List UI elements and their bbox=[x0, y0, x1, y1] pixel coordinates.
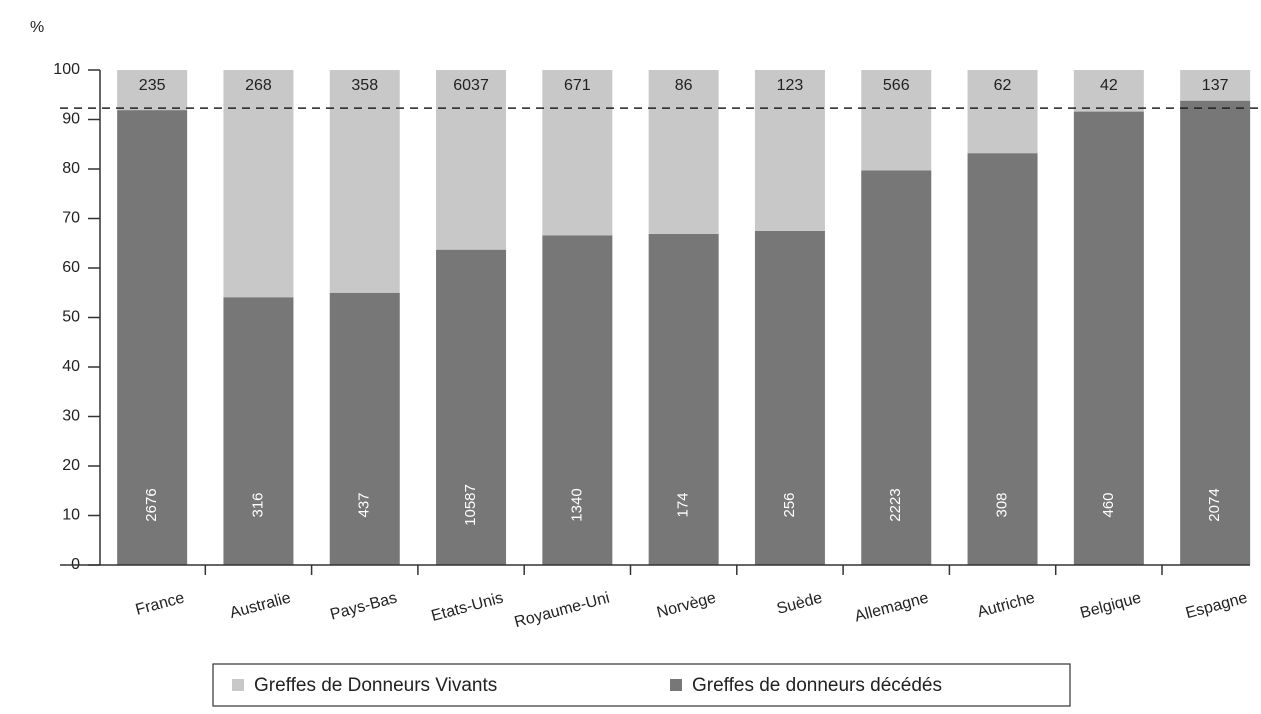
bar-segment bbox=[223, 297, 294, 565]
bar-segment bbox=[117, 70, 188, 111]
x-tick-label: Espagne bbox=[1184, 589, 1250, 622]
bar-segment bbox=[861, 70, 932, 171]
x-tick-label: Etats-Unis bbox=[429, 590, 505, 626]
living-count-label: 566 bbox=[883, 77, 910, 94]
bar-segment bbox=[329, 70, 400, 293]
deceased-count-label: 256 bbox=[781, 492, 798, 517]
deceased-count-label: 2074 bbox=[1206, 488, 1223, 521]
x-tick-label: Royaume-Uni bbox=[513, 590, 612, 632]
y-tick-label: 60 bbox=[62, 259, 80, 276]
bar-segment bbox=[861, 170, 932, 566]
legend-label: Greffes de Donneurs Vivants bbox=[254, 675, 497, 696]
y-tick-label: 30 bbox=[62, 408, 80, 425]
x-tick-label: Australie bbox=[228, 589, 293, 622]
y-tick-label: 50 bbox=[62, 309, 80, 326]
bar-segment bbox=[542, 70, 613, 236]
x-tick-label: Pays-Bas bbox=[328, 590, 399, 624]
legend-swatch bbox=[670, 679, 682, 691]
deceased-count-label: 437 bbox=[356, 492, 373, 517]
y-tick-label: 80 bbox=[62, 160, 80, 177]
deceased-count-label: 460 bbox=[1100, 492, 1117, 517]
living-count-label: 671 bbox=[564, 77, 591, 94]
legend-box bbox=[212, 663, 1071, 707]
y-tick-label: 20 bbox=[62, 457, 80, 474]
deceased-count-label: 1340 bbox=[568, 488, 585, 521]
living-count-label: 62 bbox=[994, 77, 1012, 94]
deceased-count-label: 174 bbox=[675, 492, 692, 517]
deceased-count-label: 2223 bbox=[887, 488, 904, 521]
y-tick-label: 10 bbox=[62, 507, 80, 524]
living-count-label: 42 bbox=[1100, 77, 1118, 94]
bar-segment bbox=[436, 249, 507, 565]
x-tick-label: Belgique bbox=[1078, 589, 1143, 622]
bar-segment bbox=[1073, 70, 1144, 112]
y-tick-label: 100 bbox=[53, 61, 80, 78]
bar-segment bbox=[223, 70, 294, 298]
bar-segment bbox=[967, 70, 1038, 154]
x-tick-label: Autriche bbox=[976, 589, 1037, 621]
living-count-label: 137 bbox=[1202, 77, 1229, 94]
y-tick-label: 40 bbox=[62, 358, 80, 375]
bar-segment bbox=[329, 292, 400, 565]
deceased-count-label: 2676 bbox=[143, 488, 160, 521]
living-count-label: 268 bbox=[245, 77, 272, 94]
living-count-label: 358 bbox=[351, 77, 378, 94]
legend-label: Greffes de donneurs décédés bbox=[692, 675, 942, 696]
living-count-label: 235 bbox=[139, 77, 166, 94]
y-tick-label: 90 bbox=[62, 111, 80, 128]
y-tick-label: 70 bbox=[62, 210, 80, 227]
bar-segment bbox=[1180, 70, 1251, 101]
living-count-label: 123 bbox=[777, 77, 804, 94]
bar-segment bbox=[436, 70, 507, 250]
y-axis-label: % bbox=[30, 19, 44, 36]
deceased-count-label: 316 bbox=[249, 492, 266, 517]
bar-segment bbox=[542, 235, 613, 565]
bar-segment bbox=[754, 230, 825, 565]
bar-segment bbox=[1180, 100, 1251, 565]
x-tick-label: Suède bbox=[775, 589, 824, 617]
bar-segment bbox=[648, 70, 719, 234]
legend-swatch bbox=[232, 679, 244, 691]
living-count-label: 6037 bbox=[453, 77, 489, 94]
x-tick-label: Norvège bbox=[655, 589, 718, 621]
deceased-count-label: 10587 bbox=[462, 484, 479, 526]
bar-segment bbox=[967, 153, 1038, 565]
bar-segment bbox=[117, 110, 188, 565]
bar-segment bbox=[754, 70, 825, 231]
deceased-count-label: 308 bbox=[994, 492, 1011, 517]
bar-segment bbox=[1073, 111, 1144, 565]
x-tick-label: France bbox=[134, 589, 187, 618]
living-count-label: 86 bbox=[675, 77, 693, 94]
x-tick-label: Allemagne bbox=[853, 589, 931, 625]
bar-segment bbox=[648, 233, 719, 565]
